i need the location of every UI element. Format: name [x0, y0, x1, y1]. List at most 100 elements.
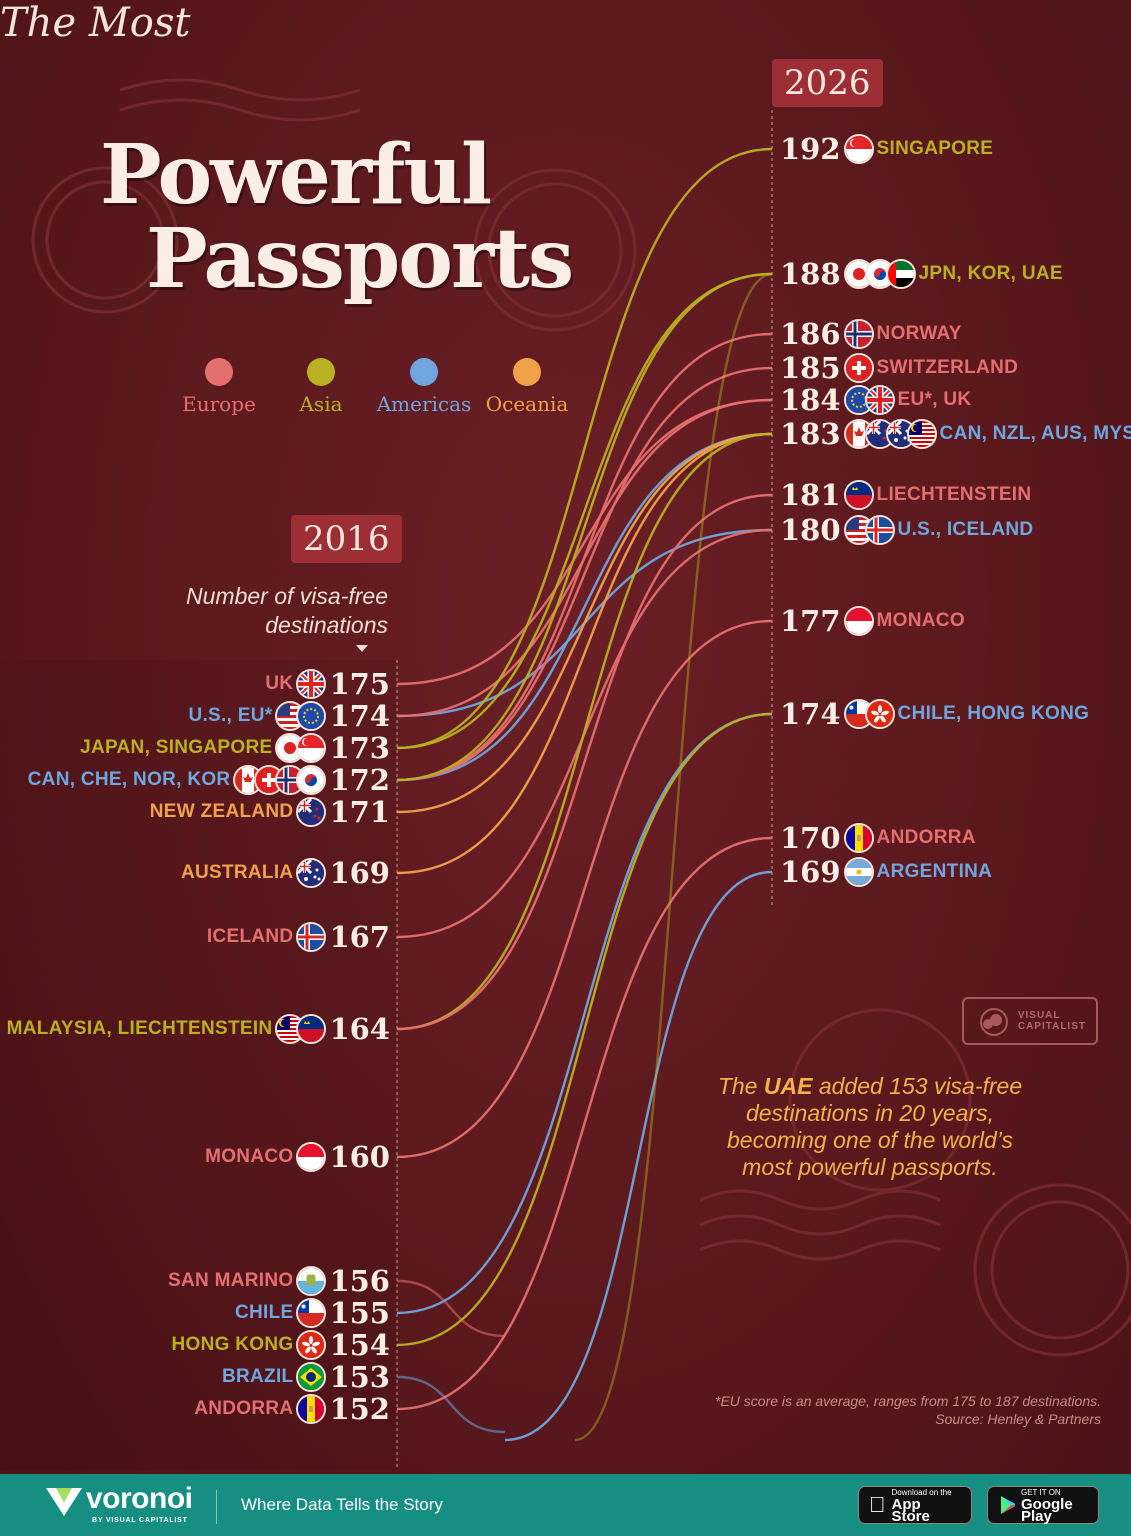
flag-group	[296, 922, 327, 952]
right-country-label: NORWAY	[876, 323, 962, 344]
line-new-zealand	[396, 432, 773, 814]
title-line3: Passports	[146, 211, 574, 307]
left-label-row: AUSTRALIA 169	[181, 856, 390, 890]
left-value-label: 167	[329, 920, 390, 954]
left-country-label: UK	[265, 673, 294, 694]
left-label-row: MALAYSIA, LIECHTENSTEIN 164	[7, 1012, 390, 1046]
app-store-label: App Store	[875, 1497, 947, 1524]
source-line: Source: Henley & Partners	[935, 1411, 1101, 1427]
right-value-label: 174	[780, 697, 841, 731]
flag-br-icon	[296, 1362, 327, 1392]
footer-divider	[216, 1490, 217, 1524]
left-label-row: NEW ZEALAND 171	[150, 795, 390, 829]
line-uk	[396, 398, 773, 686]
flag-group	[275, 1014, 327, 1044]
left-country-label: HONG KONG	[171, 1334, 294, 1355]
line-singapore	[396, 147, 773, 750]
app-store-button[interactable]:  Download on the App Store	[858, 1486, 972, 1524]
flag-group	[843, 515, 895, 545]
line-canada	[396, 432, 773, 782]
left-value-label: 171	[329, 795, 390, 829]
flag-nz-icon	[296, 797, 327, 827]
right-label-row: 185 SWITZERLAND	[780, 351, 1018, 385]
left-label-row: MONACO 160	[205, 1140, 390, 1174]
right-label-row: 186 NORWAY	[780, 317, 962, 351]
flag-group	[843, 353, 874, 383]
google-play-button[interactable]: GET IT ON Google Play	[987, 1486, 1099, 1524]
line-san-marino	[396, 1279, 506, 1338]
flag-group	[843, 480, 874, 510]
line-south-korea	[396, 272, 773, 782]
footnote: *EU score is an average, ranges from 175…	[715, 1392, 1101, 1428]
left-value-label: 173	[329, 731, 390, 765]
flag-eu-icon	[296, 701, 327, 731]
right-label-row: 180 U.S., ICELAND	[780, 513, 1033, 547]
flag-ad-icon	[296, 1394, 327, 1424]
flag-li-icon	[296, 1014, 327, 1044]
left-label-row: U.S., EU* 174	[188, 699, 390, 733]
axis-subtitle-line1: Number of visa-free	[186, 583, 388, 609]
left-value-label: 153	[329, 1360, 390, 1394]
footnote-line1: *EU score is an average, ranges from 175…	[715, 1393, 1101, 1409]
legend-oceania: Oceania	[472, 358, 582, 416]
axis-subtitle-line2: destinations	[265, 612, 388, 638]
flag-group	[843, 857, 874, 887]
watermark-line1: VISUAL	[1017, 1010, 1061, 1021]
left-value-label: 172	[329, 763, 390, 797]
footer-brand[interactable]: voronoi	[86, 1482, 193, 1515]
left-label-row: HONG KONG 154	[171, 1328, 390, 1362]
right-country-label: EU*, UK	[897, 389, 972, 410]
left-label-row: CAN, CHE, NOR, KOR 172	[28, 763, 390, 797]
flag-li-icon	[843, 480, 874, 510]
right-value-label: 180	[780, 513, 841, 547]
left-country-label: MONACO	[205, 1146, 294, 1167]
line-brazil	[396, 1375, 506, 1434]
flag-group	[843, 385, 895, 415]
right-value-label: 170	[780, 821, 841, 855]
right-country-label: JPN, KOR, UAE	[918, 263, 1063, 284]
right-value-label: 183	[780, 417, 841, 451]
footer-brand-sub: BY VISUAL CAPITALIST	[92, 1517, 188, 1524]
legend-label-americas: Americas	[376, 392, 472, 416]
left-value-label: 160	[329, 1140, 390, 1174]
right-value-label: 184	[780, 383, 841, 417]
note-strong: UAE	[763, 1073, 813, 1099]
right-value-label: 177	[780, 604, 841, 638]
flag-group	[233, 765, 327, 795]
right-value-label: 185	[780, 351, 841, 385]
flag-group	[296, 1330, 327, 1360]
left-value-label: 156	[329, 1264, 390, 1298]
legend-asia: Asia	[266, 358, 376, 416]
right-country-label: MONACO	[876, 610, 965, 631]
flag-group	[296, 797, 327, 827]
flag-is-icon	[296, 922, 327, 952]
flag-no-icon	[843, 319, 874, 349]
flag-uk-icon	[864, 385, 895, 415]
line-liechtenstein	[396, 493, 773, 1031]
right-value-label: 192	[780, 132, 841, 166]
line-monaco	[396, 619, 773, 1159]
flag-group	[296, 1394, 327, 1424]
left-label-row: ANDORRA 152	[194, 1392, 390, 1426]
flag-group	[843, 319, 874, 349]
left-value-label: 152	[329, 1392, 390, 1426]
flag-hk-icon	[864, 699, 895, 729]
right-country-label: U.S., ICELAND	[897, 519, 1034, 540]
left-country-label: CHILE	[234, 1302, 294, 1323]
left-value-label: 154	[329, 1328, 390, 1362]
right-value-label: 181	[780, 478, 841, 512]
right-value-label: 188	[780, 257, 841, 291]
line-hong-kong	[396, 712, 773, 1347]
flag-group	[843, 419, 937, 449]
left-country-label: U.S., EU*	[188, 705, 273, 726]
year-badge-2026: 2026	[772, 59, 883, 107]
legend-dot-europe	[205, 358, 233, 386]
left-label-row: CHILE 155	[235, 1296, 390, 1330]
left-value-label: 169	[329, 856, 390, 890]
left-country-label: AUSTRALIA	[180, 862, 294, 883]
right-label-row: 184 EU*, UK	[780, 383, 971, 417]
flag-ad-icon	[843, 823, 874, 853]
left-label-row: UK 175	[265, 667, 390, 701]
right-label-row: 169 ARGENTINA	[780, 855, 992, 889]
